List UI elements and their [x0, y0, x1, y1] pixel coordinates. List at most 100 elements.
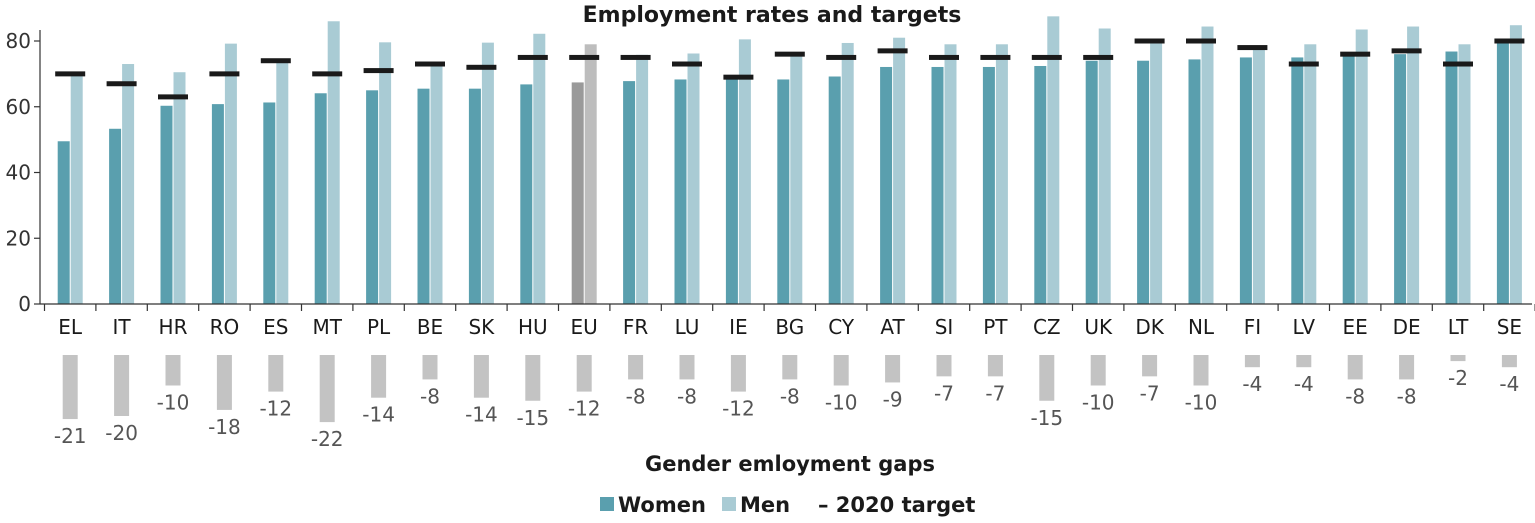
bar-women-se	[1496, 41, 1509, 305]
target-marker-ro	[209, 71, 240, 77]
target-marker-de	[1391, 48, 1422, 54]
bar-men-ro	[224, 43, 237, 304]
gap-bar-be	[422, 355, 438, 380]
bar-women-bg	[777, 79, 790, 305]
bar-women-lv	[1291, 57, 1304, 304]
gap-label-ee: -8	[1345, 384, 1365, 408]
bar-men-lt	[1458, 44, 1471, 304]
x-tick-label-mt: MT	[312, 315, 342, 339]
bar-women-fi	[1239, 57, 1252, 304]
gap-bar-ie	[730, 355, 746, 392]
x-tick-label-ie: IE	[729, 315, 748, 339]
target-marker-pt	[980, 54, 1011, 60]
bar-men-pl	[379, 42, 392, 304]
bar-women-ro	[211, 104, 224, 305]
gap-bar-hr	[165, 355, 181, 386]
bar-men-bg	[790, 53, 803, 304]
bar-men-lv	[1304, 44, 1317, 304]
target-marker-si	[929, 54, 959, 60]
gap-bar-uk	[1090, 355, 1106, 386]
gap-bar-cy	[833, 355, 849, 386]
gap-bar-cz	[1039, 355, 1055, 401]
bar-men-de	[1407, 26, 1420, 304]
bar-men-lu	[687, 53, 700, 305]
bar-women-ee	[1342, 54, 1355, 305]
gap-bar-pt	[987, 355, 1003, 377]
plot-area	[55, 16, 1525, 305]
y-tick-label: 60	[6, 95, 31, 119]
x-tick-label-bg: BG	[775, 315, 804, 339]
bar-women-de	[1394, 54, 1407, 305]
bar-women-nl	[1188, 59, 1201, 304]
target-marker-fr	[620, 54, 651, 60]
gap-bar-es	[268, 355, 284, 392]
x-tick-label-de: DE	[1393, 315, 1421, 339]
gap-bar-it	[114, 355, 130, 416]
gap-label-cy: -10	[825, 391, 858, 415]
bar-women-ie	[725, 77, 738, 305]
target-marker-lu	[672, 61, 702, 67]
gap-bar-hu	[525, 355, 541, 401]
bar-women-hu	[520, 84, 533, 305]
target-marker-bg	[774, 51, 805, 57]
x-tick-label-lu: LU	[675, 315, 700, 339]
legend-swatch-women	[600, 497, 614, 511]
bar-men-sk	[481, 42, 494, 305]
x-tick-label-it: IT	[113, 315, 132, 339]
bar-women-si	[931, 66, 944, 304]
bar-men-eu	[584, 44, 597, 304]
y-tick-label: 80	[6, 29, 31, 53]
target-marker-be	[415, 61, 445, 67]
gap-bar-de	[1399, 355, 1415, 380]
gap-label-it: -20	[105, 421, 138, 445]
x-tick-label-ee: EE	[1343, 315, 1368, 339]
x-tick-label-lv: LV	[1292, 315, 1315, 339]
gap-bar-si	[936, 355, 952, 377]
bar-women-uk	[1085, 60, 1098, 304]
x-tick-label-at: AT	[880, 315, 905, 339]
x-tick-label-sk: SK	[468, 315, 495, 339]
bar-women-pl	[366, 90, 379, 304]
bar-men-hr	[173, 72, 186, 304]
bar-men-el	[70, 73, 83, 304]
target-marker-eu	[569, 54, 600, 60]
gap-bar-lu	[679, 355, 695, 380]
gap-label-hr: -10	[157, 391, 190, 415]
gap-bar-sk	[473, 355, 489, 398]
gap-label-fr: -8	[626, 384, 646, 408]
target-marker-sk	[466, 64, 497, 70]
x-tick-label-pt: PT	[983, 315, 1008, 339]
gap-label-be: -8	[420, 384, 440, 408]
legend-label-target: – 2020 target	[818, 493, 975, 517]
gap-label-pt: -7	[985, 381, 1005, 405]
bar-men-cy	[841, 42, 854, 304]
gap-bar-lv	[1296, 355, 1312, 368]
gap-bar-dk	[1142, 355, 1158, 377]
target-marker-cy	[826, 54, 857, 60]
bar-women-cz	[1034, 65, 1047, 304]
gap-bar-el	[62, 355, 78, 420]
bar-men-dk	[1150, 41, 1163, 304]
gap-label-eu: -12	[568, 397, 601, 421]
bar-men-mt	[327, 21, 340, 305]
x-tick-label-be: BE	[417, 315, 443, 339]
gap-bar-ro	[216, 355, 232, 410]
gap-label-el: -21	[54, 424, 87, 448]
bar-men-fr	[636, 54, 649, 305]
bar-men-it	[122, 64, 135, 304]
bar-men-nl	[1201, 26, 1214, 304]
gap-bar-mt	[319, 355, 335, 423]
x-tick-label-uk: UK	[1084, 315, 1113, 339]
gap-bar-fr	[628, 355, 644, 380]
bar-men-cz	[1047, 16, 1060, 304]
bar-men-pt	[995, 44, 1008, 304]
gap-label-de: -8	[1397, 384, 1417, 408]
gap-chart-title: Gender emloyment gaps	[645, 452, 935, 476]
y-tick-label: 0	[18, 292, 31, 316]
bar-women-hr	[160, 105, 173, 304]
bar-women-dk	[1137, 60, 1150, 304]
gap-chart: -21 -20-10-18-12-22-14-8-14 -15 -12-8 -8-12-…	[54, 355, 1519, 451]
x-tick-label-fi: FI	[1244, 315, 1261, 339]
x-axis: EL IT HR RO ES MT PL BE SK HU EU FR LU IE BG CY AT SI PT CZ…	[40, 303, 1535, 339]
